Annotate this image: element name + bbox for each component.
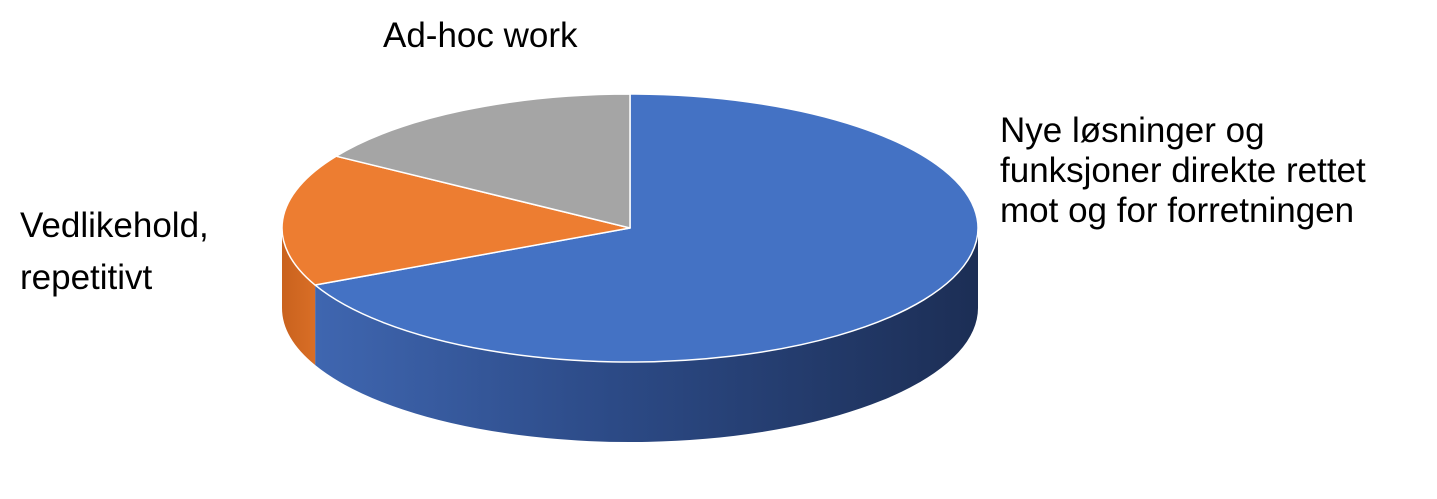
pie-side-nye-losninger <box>315 228 978 442</box>
pie-slice-nye-losninger <box>314 93 979 363</box>
pie-labels: Nye løsninger og funksjoner direkte rett… <box>20 16 1375 297</box>
pie-sides <box>282 228 978 442</box>
pie-slice-ad-hoc <box>335 93 631 229</box>
slice-label-nye-losninger: Nye løsninger og funksjoner direkte rett… <box>1000 111 1375 230</box>
pie-side-vedlikehold <box>282 228 316 366</box>
pie-slice-vedlikehold <box>281 155 631 286</box>
slice-label-ad-hoc: Ad-hoc work <box>383 16 578 55</box>
pie-tops <box>281 93 979 363</box>
slice-label-vedlikehold: Vedlikehold, repetitivt <box>20 206 219 297</box>
